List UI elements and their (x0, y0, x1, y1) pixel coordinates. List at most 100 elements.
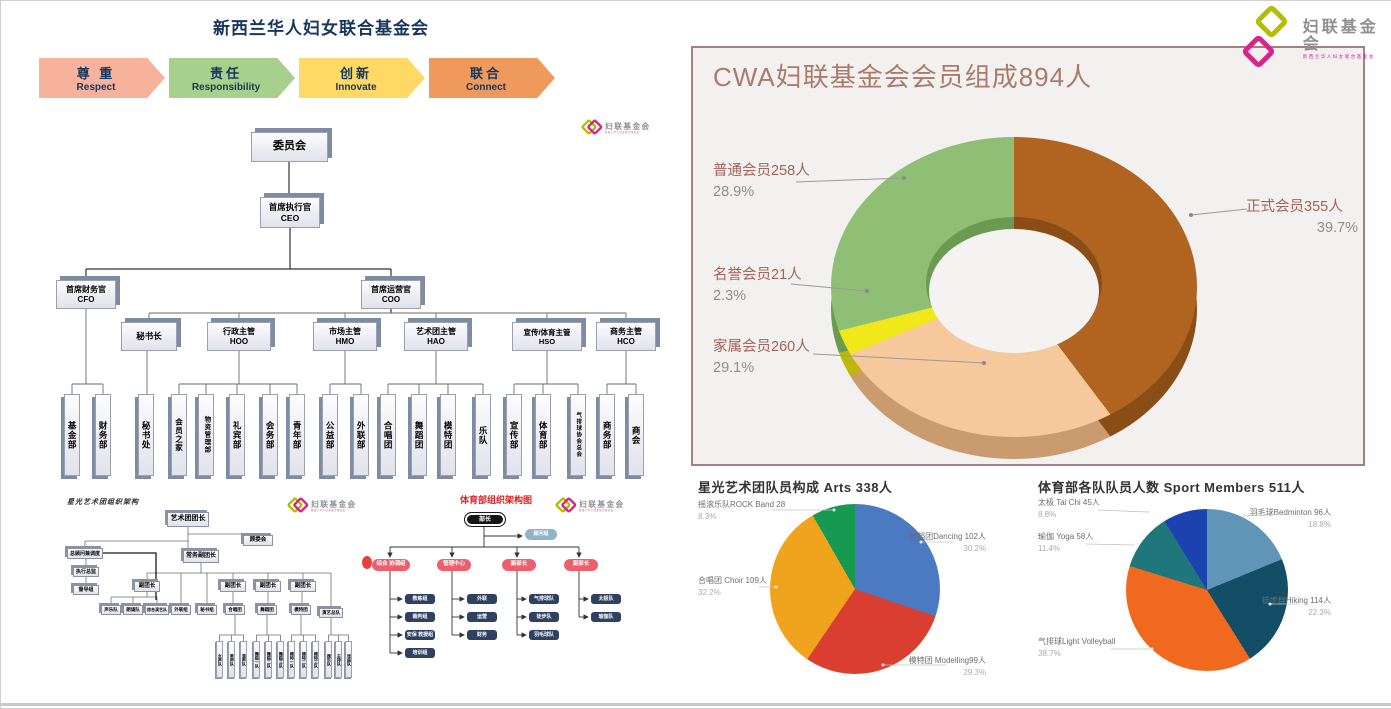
logo-subtext: 新西兰华人妇女联合基金会 (579, 509, 614, 512)
org-node-coo: 首席运营官 COO (361, 280, 421, 309)
value-banner-cn: 联合 (469, 66, 502, 81)
org-logo-mini-sports: 妇联基金会 新西兰华人妇女联合基金会 (554, 496, 625, 514)
org-node-line: 宣传/体育主管 (523, 327, 571, 337)
org-logo: 妇联基金会 新西兰华人妇女联合基金会 (1240, 3, 1391, 70)
sports-branch-2: 副部长 (502, 559, 536, 571)
dept-label: 会务部 (265, 420, 276, 450)
arts-node-1: 顾委会 (243, 535, 273, 546)
donut-label-name: 名誉会员21人 (713, 267, 802, 283)
dept-label: 外联部 (356, 420, 367, 450)
arts-node-12: 综合演艺队 (145, 605, 169, 615)
org-node-line: HMO (335, 336, 355, 346)
value-banner-en: Innovate (335, 82, 377, 93)
dept-label: 舞蹈团 (414, 420, 425, 450)
arts-subteam-6: 模特一队 (288, 641, 295, 678)
donut-label-1: 家属会员260人 29.1% (713, 337, 853, 379)
arts-node-18: 演艺总队 (319, 608, 343, 618)
arts-subteam-8: 模特三队 (312, 641, 319, 678)
arts-subteam-7: 模特二队 (300, 641, 307, 678)
sports-team-1-1: 运营 (467, 612, 497, 622)
donut-label-0: 正式会员355人 39.7% (1246, 197, 1358, 239)
value-banner-responsibility: 责任 Responsibility (169, 58, 295, 98)
sports-team-0-2: 安保 救援组 (405, 630, 435, 640)
arts-subteam-label: 模特一队 (289, 651, 295, 668)
arts-node-9: 副团长 (290, 581, 316, 592)
pie-label-pct: 11.4% (1038, 544, 1061, 553)
sports-team-0-0: 教练组 (405, 594, 435, 604)
red-dot-decoration (362, 556, 372, 569)
org-node-line: 商务主管 (610, 326, 642, 336)
sports-branch-3: 副部长 (564, 559, 598, 571)
dept-label: 模特团 (443, 420, 454, 450)
org-node-line: 行政主管 (223, 326, 255, 336)
arts-subteam-1: 男声队 (228, 641, 235, 678)
org-node-line: COO (381, 294, 401, 304)
org-logo-mini-main: 妇联基金会 新西兰华人妇女联合基金会 (580, 118, 651, 136)
dept-label: 秘书处 (141, 420, 152, 450)
arts-subteam-4: 舞蹈二队 (265, 641, 272, 678)
dept-label: 礼宾部 (232, 420, 243, 450)
dept-label: 财务部 (98, 420, 109, 450)
donut-label-3: 普通会员258人 28.9% (713, 161, 853, 203)
sports-team-2-0: 气排球队 (529, 594, 559, 604)
arts-subteam-label: 舞蹈三队 (278, 651, 284, 668)
arts-pie-label-1: 模特团 Modelling99人 29.3% (861, 655, 986, 679)
pie-label-name: 模特团 Modelling99人 (908, 656, 986, 665)
dept-box: 商会 (628, 394, 644, 476)
org-node-line: HCO (617, 336, 635, 346)
sports-team-3-1: 瑜伽队 (591, 612, 621, 622)
arts-subteam-label: 模特三队 (313, 651, 319, 668)
logo-text: 妇联基金会 (1302, 18, 1379, 54)
org-node-secretary-general: 秘书长 (121, 322, 177, 351)
pie-label-name: 徒步群Hiking 114人 (1261, 596, 1331, 605)
value-banner-en: Responsibility (191, 82, 261, 93)
dept-label: 商会 (631, 425, 642, 445)
arts-org-bold-line (103, 552, 157, 600)
org-node-line: 艺术团主管 (416, 326, 456, 336)
pie-label-pct: 8.3% (698, 512, 717, 521)
arts-subteam-label: 女声队 (217, 653, 223, 666)
dept-box: 体育部 (535, 394, 551, 476)
logo-text: 妇联基金会 (311, 500, 357, 509)
arts-subteam-2: 混声队 (240, 641, 247, 678)
pie-label-pct: 32.2% (698, 588, 721, 597)
slide-bottom-edge (1, 703, 1391, 706)
arts-subteam-label: 主持队 (336, 653, 342, 666)
dept-box: 公益部 (322, 394, 338, 476)
pie-label-name: 羽毛球Bedminton 96人 (1249, 508, 1331, 517)
dept-box: 气排球协会总会 (570, 394, 586, 476)
org-node-hso: 宣传/体育主管 HSO (512, 322, 582, 351)
dept-box: 会员之家 (171, 394, 187, 476)
org-node-line: 首席运营官 (371, 284, 411, 294)
arts-subteam-label: 舞蹈二队 (266, 651, 272, 668)
arts-node-5: 督导组 (73, 585, 99, 595)
sports-pie-label-3: 瑜伽 Yoga 58人 11.4% (1038, 531, 1158, 555)
dept-label: 气排球协会总会 (575, 412, 582, 458)
arts-subteam-label: 混声队 (241, 653, 247, 666)
sports-team-0-1: 裁判组 (405, 612, 435, 622)
dept-label: 宣传部 (509, 420, 520, 450)
logo-diamonds-icon (554, 496, 578, 514)
pie-label-name: 合唱团 Choir 109人 (698, 576, 767, 585)
sports-org-title: 体育部组织架构图 (459, 495, 532, 505)
membership-donut-hole (929, 229, 1099, 353)
sports-root: 部长 (464, 512, 506, 527)
org-node-line: CEO (280, 212, 300, 223)
dept-box: 礼宾部 (229, 394, 245, 476)
dept-box: 会务部 (262, 394, 278, 476)
sports-team-2-2: 羽毛球队 (529, 630, 559, 640)
value-banner-en: Connect (466, 82, 506, 93)
dept-box: 乐队 (475, 394, 491, 476)
pie-label-pct: 30.2% (963, 544, 986, 553)
logo-diamonds-icon (286, 496, 310, 514)
value-banner-cn: 责任 (209, 66, 242, 81)
donut-label-2: 名誉会员21人 2.3% (713, 265, 853, 307)
org-node-ceo: 首席执行官 CEO (260, 197, 320, 228)
pie-label-name: 舞蹈团Dancing 102人 (909, 532, 986, 541)
logo-diamonds-icon (580, 118, 604, 136)
dept-box: 外联部 (353, 394, 369, 476)
arts-subteam-10: 主持队 (335, 641, 342, 678)
pie-label-name: 太极 Tai Chi 45人 (1038, 498, 1100, 507)
logo-text: 妇联基金会 (605, 122, 651, 131)
sports-advisor: 顾问组 (525, 529, 557, 540)
